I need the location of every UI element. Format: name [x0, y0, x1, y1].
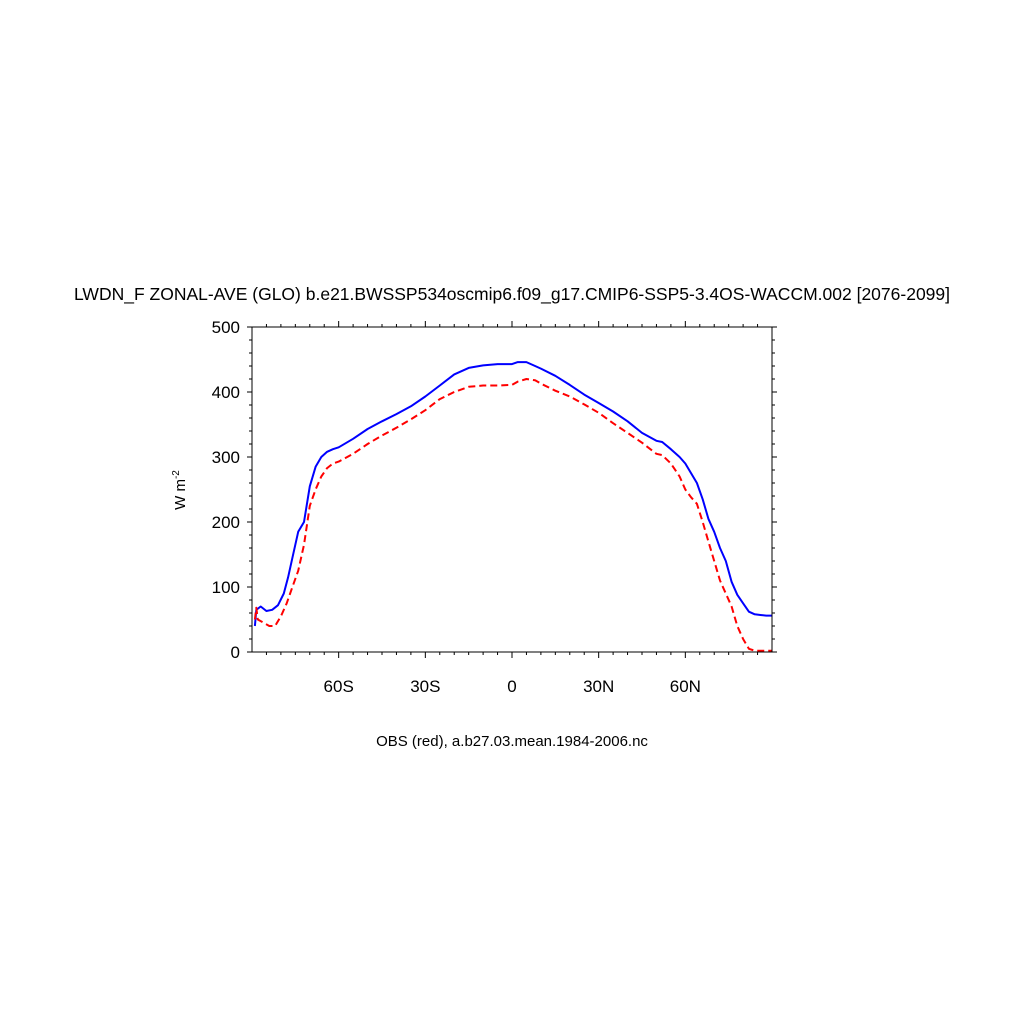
plot-lines: [253, 361, 772, 652]
series-line-1: [253, 361, 772, 627]
chart-caption: OBS (red), a.b27.03.mean.1984-2006.nc: [376, 733, 648, 750]
chart-title: LWDN_F ZONAL-AVE (GLO) b.e21.BWSSP534osc…: [74, 284, 950, 305]
y-tick-label: 400: [212, 383, 240, 402]
y-axis-tick-labels: 0 100 200 300 400 500: [212, 318, 240, 662]
series-line-2: [253, 378, 772, 652]
y-tick-label: 200: [212, 513, 240, 532]
x-tick-label: 0: [507, 677, 516, 696]
x-tick-label: 60N: [670, 677, 701, 696]
y-tick-label: 300: [212, 448, 240, 467]
y-axis-label: W m-2: [171, 470, 189, 510]
axis-ticks: [247, 321, 777, 658]
y-tick-label: 500: [212, 318, 240, 337]
x-axis-tick-labels: 60S 30S 0 30N 60N: [324, 677, 701, 696]
plot-frame: [251, 326, 773, 653]
y-axis-label-text: W m: [172, 479, 189, 510]
y-tick-label: 100: [212, 578, 240, 597]
y-axis-label-superscript: -2: [171, 470, 182, 479]
x-tick-label: 30N: [583, 677, 614, 696]
x-tick-label: 30S: [410, 677, 440, 696]
y-tick-label: 0: [231, 643, 240, 662]
x-tick-label: 60S: [324, 677, 354, 696]
